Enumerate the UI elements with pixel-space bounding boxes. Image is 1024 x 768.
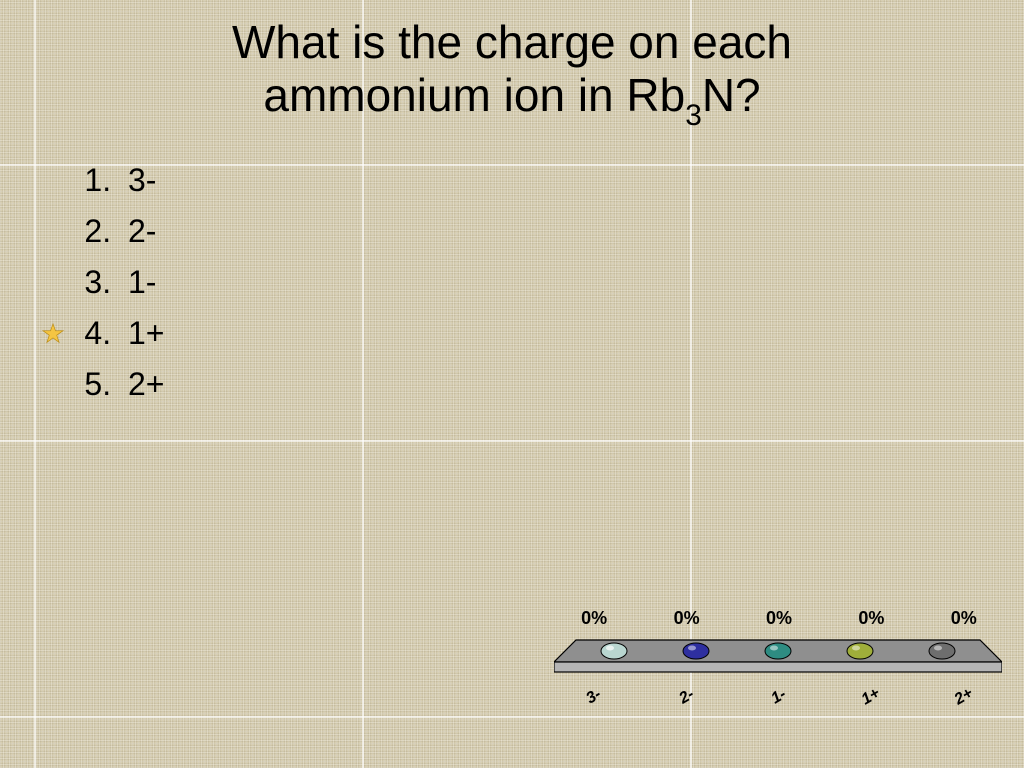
question-title: What is the charge on each ammonium ion …	[0, 16, 1024, 129]
answer-text: 1+	[128, 315, 164, 351]
answer-text: 1-	[128, 264, 156, 300]
response-label-row: 3- 2- 1- 1+ 2+	[548, 688, 1010, 706]
answer-text: 2-	[128, 213, 156, 249]
percent-label: 0%	[647, 608, 727, 629]
slide: What is the charge on each ammonium ion …	[0, 0, 1024, 768]
pebble-icon	[683, 643, 709, 659]
answer-text: 2+	[128, 366, 164, 402]
response-chart: 0% 0% 0% 0% 0% 3- 2- 1-	[548, 608, 1010, 726]
answer-option[interactable]: 1+	[120, 315, 164, 352]
answer-option[interactable]: 2-	[120, 213, 164, 250]
correct-answer-star-icon	[42, 323, 64, 345]
percent-label: 0%	[924, 608, 1004, 629]
answer-list: 3- 2- 1- 1+ 2+	[68, 162, 164, 417]
pebble-icon	[601, 643, 627, 659]
pebble-icon	[765, 643, 791, 659]
answer-option[interactable]: 2+	[120, 366, 164, 403]
answer-text: 3-	[128, 162, 156, 198]
pebble-icon	[929, 643, 955, 659]
percent-row: 0% 0% 0% 0% 0%	[548, 608, 1010, 629]
percent-label: 0%	[739, 608, 819, 629]
title-line1: What is the charge on each	[232, 16, 792, 68]
percent-label: 0%	[554, 608, 634, 629]
title-line2-pre: ammonium ion in Rb	[263, 69, 685, 121]
title-line2-post: N?	[702, 69, 761, 121]
answer-option[interactable]: 1-	[120, 264, 164, 301]
answer-option[interactable]: 3-	[120, 162, 164, 199]
title-subscript: 3	[685, 99, 702, 132]
grid-line-h	[0, 440, 1024, 442]
percent-label: 0%	[831, 608, 911, 629]
pebble-icon	[847, 643, 873, 659]
